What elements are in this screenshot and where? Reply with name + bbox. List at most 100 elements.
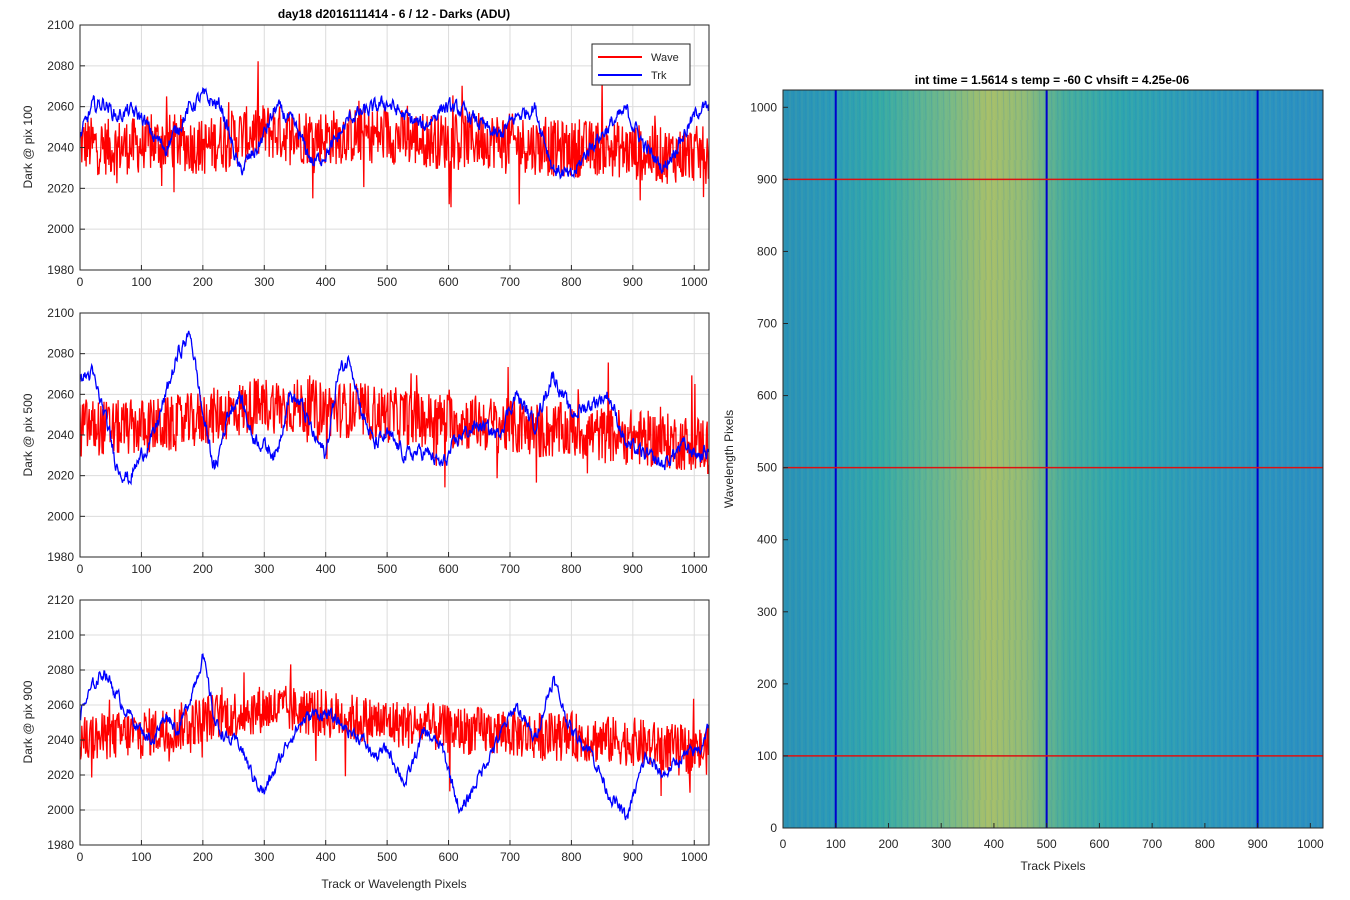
x-tick-label: 900: [623, 850, 643, 864]
x-tick-label: 300: [254, 850, 274, 864]
legend: Wave Trk: [591, 43, 691, 86]
series-wave-line: [80, 362, 709, 488]
heatmap-y-tick-label: 700: [757, 317, 777, 331]
heatmap-x-tick-label: 600: [1089, 837, 1109, 851]
panel-1-ticks: 0 100 200 300 400 500 600 700 800 900 1000 1980 2000…: [47, 18, 708, 289]
heatmap-y-tick-label: 200: [757, 677, 777, 691]
panel-3-xlabel: Track or Wavelength Pixels: [321, 877, 466, 891]
panel-2-series: [80, 330, 709, 488]
y-tick-label: 2060: [47, 100, 74, 114]
x-tick-label: 100: [131, 850, 151, 864]
x-tick-label: 0: [77, 562, 84, 576]
x-tick-label: 500: [377, 850, 397, 864]
series-wave-line: [80, 61, 709, 208]
x-tick-label: 900: [623, 275, 643, 289]
x-tick-label: 100: [131, 275, 151, 289]
heatmap-x-tick-label: 800: [1195, 837, 1215, 851]
heatmap-panel: int time = 1.5614 s temp = -60 C vhsift …: [722, 73, 1324, 873]
heatmap-y-tick-label: 1000: [750, 100, 777, 114]
y-tick-label: 1980: [47, 838, 74, 852]
heatmap-y-tick-label: 500: [757, 461, 777, 475]
x-tick-label: 300: [254, 275, 274, 289]
heatmap-x-tick-label: 900: [1248, 837, 1268, 851]
x-tick-label: 500: [377, 562, 397, 576]
x-tick-label: 600: [439, 850, 459, 864]
heatmap-ylabel: Wavelength Pixels: [722, 410, 736, 508]
x-tick-label: 200: [193, 562, 213, 576]
heatmap-x-tick-label: 0: [780, 837, 787, 851]
x-tick-label: 1000: [681, 275, 708, 289]
series-trk-line: [80, 653, 709, 821]
x-tick-label: 700: [500, 850, 520, 864]
y-tick-label: 2020: [47, 469, 74, 483]
y-tick-label: 2100: [47, 306, 74, 320]
y-tick-label: 2100: [47, 628, 74, 642]
panel-1-ylabel: Dark @ pix 100: [21, 105, 35, 188]
y-tick-label: 2040: [47, 141, 74, 155]
x-tick-label: 600: [439, 275, 459, 289]
panel-3-frame: [79, 599, 710, 846]
heatmap-y-tick-label: 400: [757, 533, 777, 547]
heatmap-x-tick-label: 300: [931, 837, 951, 851]
x-tick-label: 100: [131, 562, 151, 576]
x-tick-label: 400: [316, 275, 336, 289]
right-title: int time = 1.5614 s temp = -60 C vhsift …: [915, 73, 1190, 87]
y-tick-label: 1980: [47, 263, 74, 277]
heatmap-y-tick-label: 800: [757, 244, 777, 258]
panel-pix-100: 0 100 200 300 400 500 600 700 800 900 1000 1980 2000…: [21, 18, 710, 289]
y-tick-label: 2060: [47, 698, 74, 712]
heatmap-x-tick-label: 100: [826, 837, 846, 851]
legend-trk-label: Trk: [651, 70, 667, 82]
y-tick-label: 2120: [47, 593, 74, 607]
series-wave-line: [80, 664, 709, 797]
heatmap-ticks: 0 100 200 300 400 500 600 700 800 900 1000 0 100 200 3…: [750, 100, 1324, 851]
y-tick-label: 2040: [47, 428, 74, 442]
series-trk-line: [80, 87, 709, 180]
x-tick-label: 700: [500, 275, 520, 289]
heatmap-x-tick-label: 200: [878, 837, 898, 851]
heatmap-marker-lines: [783, 90, 1323, 828]
heatmap-x-tick-label: 1000: [1297, 837, 1324, 851]
y-tick-label: 2000: [47, 509, 74, 523]
x-tick-label: 800: [561, 850, 581, 864]
x-tick-label: 0: [77, 850, 84, 864]
y-tick-label: 2060: [47, 387, 74, 401]
panel-pix-500: 0 100 200 300 400 500 600 700 800 900 1000 1980 2000…: [21, 306, 710, 576]
x-tick-label: 400: [316, 562, 336, 576]
x-tick-label: 300: [254, 562, 274, 576]
y-tick-label: 2080: [47, 347, 74, 361]
legend-wave-label: Wave: [651, 52, 679, 64]
heatmap-x-tick-label: 400: [984, 837, 1004, 851]
heatmap-texture: [783, 90, 1323, 828]
y-tick-label: 2040: [47, 733, 74, 747]
x-tick-label: 900: [623, 562, 643, 576]
heatmap-frame: [782, 89, 1324, 829]
x-tick-label: 600: [439, 562, 459, 576]
heatmap-y-tick-label: 100: [757, 749, 777, 763]
y-tick-label: 2080: [47, 663, 74, 677]
y-tick-label: 2000: [47, 222, 74, 236]
x-tick-label: 200: [193, 275, 213, 289]
panel-pix-900: 0 100 200 300 400 500 600 700 800 900 1000 1980 2000…: [21, 593, 710, 891]
panel-1-series: [80, 61, 709, 208]
x-tick-label: 500: [377, 275, 397, 289]
y-tick-label: 2100: [47, 18, 74, 32]
panel-2-ticks: 0 100 200 300 400 500 600 700 800 900 1000 1980 2000…: [47, 306, 708, 576]
x-tick-label: 800: [561, 562, 581, 576]
x-tick-label: 400: [316, 850, 336, 864]
heatmap-y-tick-label: 0: [770, 821, 777, 835]
panel-3-ticks: 0 100 200 300 400 500 600 700 800 900 1000 1980 2000…: [47, 593, 708, 864]
x-tick-label: 1000: [681, 562, 708, 576]
panel-3-series: [80, 653, 709, 821]
x-tick-label: 200: [193, 850, 213, 864]
x-tick-label: 800: [561, 275, 581, 289]
left-title: day18 d2016111414 - 6 / 12 - Darks (ADU): [278, 7, 510, 21]
heatmap-x-tick-label: 500: [1037, 837, 1057, 851]
y-tick-label: 2000: [47, 803, 74, 817]
heatmap-x-tick-label: 700: [1142, 837, 1162, 851]
panel-2-ylabel: Dark @ pix 500: [21, 393, 35, 476]
y-tick-label: 2080: [47, 59, 74, 73]
x-tick-label: 700: [500, 562, 520, 576]
y-tick-label: 2020: [47, 768, 74, 782]
